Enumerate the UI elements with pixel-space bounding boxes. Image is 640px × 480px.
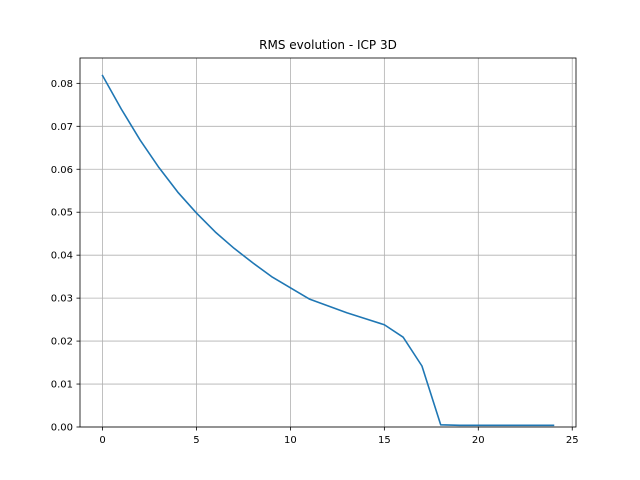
x-tick-label: 20 xyxy=(472,435,485,446)
y-tick-label: 0.05 xyxy=(51,208,73,219)
x-tick-label: 0 xyxy=(99,435,105,446)
y-tick-label: 0.01 xyxy=(51,380,73,391)
y-tick-label: 0.04 xyxy=(51,251,73,262)
chart-title: RMS evolution - ICP 3D xyxy=(259,38,397,52)
y-tick-label: 0.03 xyxy=(51,294,73,305)
y-tick-label: 0.00 xyxy=(51,423,73,434)
x-tick-label: 5 xyxy=(193,435,199,446)
y-tick-label: 0.02 xyxy=(51,337,73,348)
series-group xyxy=(101,74,555,427)
grid xyxy=(80,58,576,428)
y-tick-label: 0.06 xyxy=(51,165,73,176)
series-line xyxy=(101,74,555,427)
ticks: 0 5 10 15 20 25 0.00 0.01 0.02 0.03 0.04 0.05 0.06 0.… xyxy=(51,79,579,446)
y-tick-label: 0.07 xyxy=(51,122,73,133)
x-tick-label: 10 xyxy=(284,435,297,446)
y-tick-label: 0.08 xyxy=(51,79,73,90)
x-tick-label: 15 xyxy=(378,435,391,446)
x-tick-label: 25 xyxy=(566,435,579,446)
axes-frame xyxy=(79,57,577,428)
